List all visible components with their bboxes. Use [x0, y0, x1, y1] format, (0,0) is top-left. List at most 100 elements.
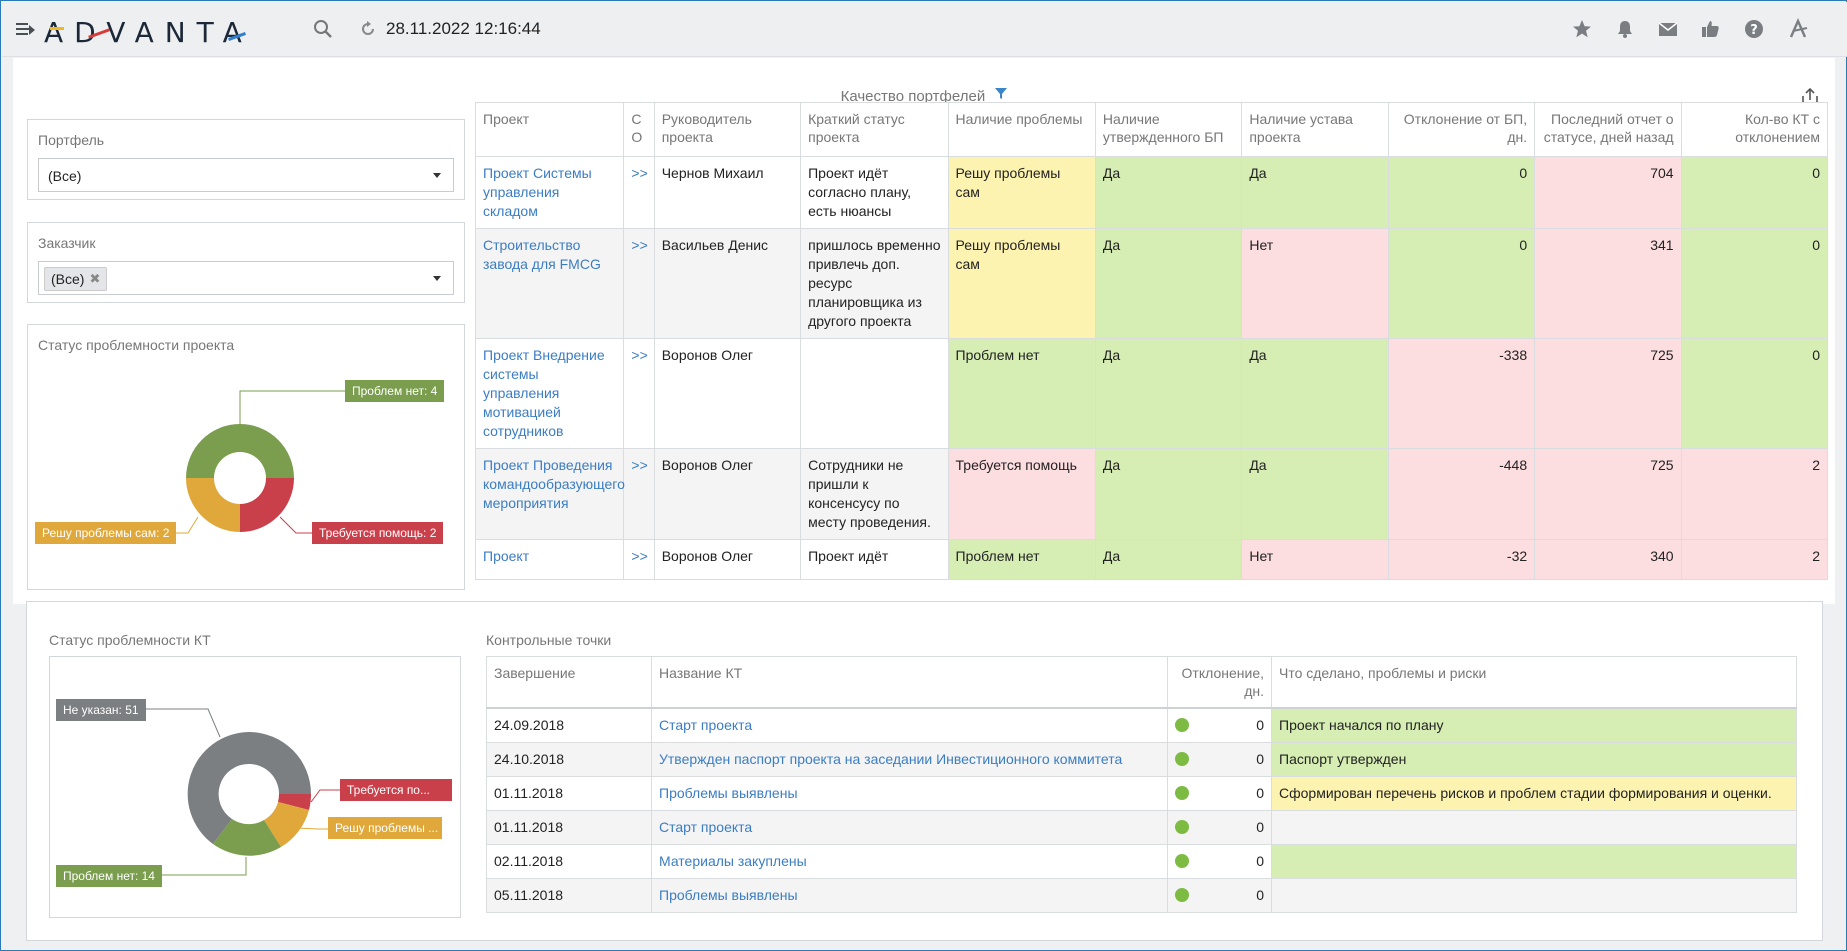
status-cell: Сотрудники не пришли к консенсусу по мес…	[800, 448, 949, 540]
customer-label: Заказчик	[38, 235, 96, 251]
bp-cell: Да	[1094, 539, 1243, 580]
col-so[interactable]: С О	[623, 102, 655, 157]
kt-chart-label-none: Не указан: 51	[56, 699, 146, 721]
report-cell: 704	[1534, 156, 1682, 229]
col-problem[interactable]: Наличие проблемы	[947, 102, 1096, 157]
donut-slice-ok[interactable]	[186, 424, 294, 478]
so-link[interactable]: >>	[631, 237, 648, 253]
col-status[interactable]: Краткий статус проекта	[800, 102, 949, 157]
kt-status-donut	[140, 708, 340, 876]
project-status-chart-title: Статус проблемности проекта	[38, 337, 235, 353]
bp-cell: Да	[1094, 156, 1243, 229]
leader-line-ok	[239, 390, 348, 424]
donut-slice-self[interactable]	[186, 478, 240, 532]
menu-icon[interactable]	[16, 20, 36, 38]
col-last-report[interactable]: Последний отчет о статусе, дней назад	[1534, 102, 1682, 157]
customer-tag-label: (Все)	[51, 271, 85, 287]
so-link[interactable]: >>	[631, 165, 648, 181]
close-icon[interactable]: ✖	[89, 271, 101, 286]
logo-accent-yellow	[50, 27, 64, 30]
kt-cell: 0	[1680, 156, 1829, 229]
bp-cell: Да	[1094, 228, 1243, 339]
projects-table: Проект С О Руководитель проекта Краткий …	[474, 102, 1829, 580]
col-kt-count[interactable]: Кол-во КТ с отклонением	[1680, 102, 1829, 157]
table-row: Проект Проведения командообразующего мер…	[474, 448, 1829, 540]
table-row: Строительство завода для FMCG >> Василье…	[474, 228, 1829, 339]
status-dot-icon	[1175, 718, 1189, 733]
status-cell	[800, 338, 949, 449]
so-link[interactable]: >>	[631, 548, 648, 564]
filter-icon[interactable]	[995, 88, 1008, 100]
portfolio-select[interactable]: (Все)	[38, 158, 454, 192]
project-link[interactable]: Строительство завода для FMCG	[483, 237, 601, 272]
refresh-icon[interactable]	[359, 20, 377, 38]
search-icon[interactable]	[312, 18, 334, 40]
project-link[interactable]: Проект Системы управления складом	[483, 165, 592, 219]
status-cell: Проект идёт	[800, 539, 949, 580]
col-deviation[interactable]: Отклонение от БП, дн.	[1387, 102, 1536, 157]
project-link[interactable]: Проект	[483, 548, 530, 564]
table-row: 02.11.2018 Материалы закуплены 0	[486, 843, 1797, 879]
kt-name-link[interactable]: Материалы закуплены	[659, 853, 807, 869]
portfolio-label: Портфель	[38, 132, 105, 148]
donut-slice-help[interactable]	[240, 478, 294, 532]
top-bar: ADVANTA 28.11.2022 12:16:44 ?	[2, 2, 1847, 57]
problem-cell: Решу проблемы сам	[947, 156, 1096, 229]
col-bp[interactable]: Наличие утвержденного БП	[1094, 102, 1243, 157]
col-kt-deviation[interactable]: Отклонение, дн.	[1167, 656, 1272, 709]
deviation-cell: 0	[1387, 156, 1536, 229]
kt-name-link[interactable]: Проблемы выявлены	[659, 785, 798, 801]
project-link[interactable]: Проект Проведения командообразующего мер…	[483, 457, 625, 511]
status-cell: пришлось временно привлечь доп. ресурс п…	[800, 228, 949, 339]
customer-filter: Заказчик (Все) ✖	[27, 222, 465, 303]
kt-note-cell: Проект начался по плану	[1271, 707, 1797, 743]
donut-slice-self[interactable]	[264, 802, 309, 847]
col-kt-name[interactable]: Название КТ	[651, 656, 1168, 709]
col-kt-notes[interactable]: Что сделано, проблемы и риски	[1271, 656, 1797, 709]
kt-chart-label-help: Требуется по...	[340, 779, 452, 801]
kt-cell: 0	[1680, 228, 1829, 339]
chevron-down-icon	[433, 276, 441, 281]
table-row: Проект >> Воронов Олег Проект идёт Пробл…	[474, 539, 1829, 580]
donut-slice-help[interactable]	[278, 794, 312, 810]
table-row: 24.09.2018 Старт проекта 0 Проект началс…	[486, 707, 1797, 743]
donut-slice-ok[interactable]	[213, 819, 281, 856]
leader-line-help	[310, 789, 340, 803]
kt-date-cell: 01.11.2018	[486, 809, 652, 845]
col-project[interactable]: Проект	[474, 102, 625, 157]
project-chart-label-self: Решу проблемы сам: 2	[35, 522, 177, 544]
kt-deviation-value: 0	[1256, 819, 1264, 835]
customer-select[interactable]: (Все) ✖	[38, 261, 454, 295]
kt-name-link[interactable]: Утвержден паспорт проекта на заседании И…	[659, 751, 1123, 767]
col-completion[interactable]: Завершение	[486, 656, 652, 709]
kt-name-link[interactable]: Старт проекта	[659, 717, 753, 734]
bell-icon[interactable]	[1614, 18, 1636, 40]
status-dot-icon	[1175, 888, 1189, 902]
so-link[interactable]: >>	[631, 457, 648, 473]
user-profile-icon[interactable]	[1787, 18, 1809, 40]
donut-slice-none[interactable]	[249, 732, 311, 794]
status-cell: Проект идёт согласно плану, есть нюансы	[800, 156, 949, 229]
star-icon[interactable]	[1571, 18, 1593, 40]
status-dot-icon	[1175, 854, 1189, 868]
col-charter[interactable]: Наличие устава проекта	[1241, 102, 1389, 157]
timestamp: 28.11.2022 12:16:44	[386, 19, 541, 38]
kt-date-cell: 24.10.2018	[486, 741, 652, 777]
help-icon[interactable]: ?	[1743, 18, 1765, 40]
so-link[interactable]: >>	[631, 347, 648, 363]
col-manager[interactable]: Руководитель проекта	[653, 102, 802, 157]
kt-table-viewport: Завершение Название КТ Отклонение, дн. Ч…	[486, 656, 1798, 918]
kt-name-link[interactable]: Проблемы выявлены	[659, 887, 798, 903]
problem-cell: Проблем нет	[947, 539, 1096, 580]
kt-note-cell	[1271, 877, 1797, 913]
thumbs-up-icon[interactable]	[1699, 18, 1721, 40]
kt-name-link[interactable]: Старт проекта	[659, 819, 753, 835]
svg-text:?: ?	[1750, 23, 1758, 38]
status-dot-icon	[1175, 786, 1189, 800]
donut-slice-none-2[interactable]	[187, 732, 249, 844]
project-link[interactable]: Проект Внедрение системы управления моти…	[483, 347, 605, 439]
mail-icon[interactable]	[1657, 18, 1679, 40]
status-dot-icon	[1175, 752, 1189, 766]
project-status-chart: Статус проблемности проекта Проблем нет:…	[27, 324, 465, 590]
